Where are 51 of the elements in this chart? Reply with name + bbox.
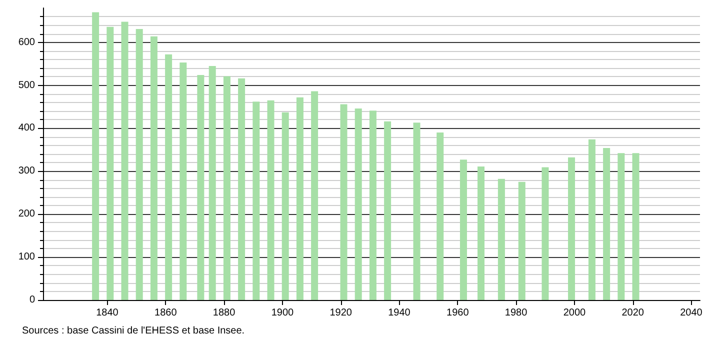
bar <box>150 36 158 300</box>
bar <box>165 54 172 300</box>
x-tick-label: 1980 <box>504 308 528 318</box>
bar <box>223 76 230 300</box>
bar <box>340 104 348 300</box>
y-tick-label: 300 <box>18 166 36 177</box>
bar <box>632 153 640 300</box>
bar <box>197 74 204 300</box>
source-note: Sources : base Cassini de l'EHESS et base Insee. <box>22 326 245 336</box>
bar <box>238 78 246 300</box>
x-tick-label: 1940 <box>388 308 411 318</box>
bar <box>296 97 304 300</box>
x-tick-label: 1960 <box>446 308 470 318</box>
y-tick-label: 200 <box>18 208 36 220</box>
bar <box>588 139 596 300</box>
y-tick-label: 400 <box>18 122 36 134</box>
x-tick-label: 2040 <box>680 308 703 318</box>
bar <box>436 132 444 300</box>
bar <box>413 122 420 300</box>
x-tick-label: 2000 <box>563 308 586 318</box>
bar <box>121 22 128 300</box>
bar <box>354 108 362 300</box>
y-tick-label: 0 <box>29 294 36 306</box>
bar <box>568 157 576 300</box>
bar <box>542 167 549 300</box>
bar <box>460 160 467 300</box>
x-tick-label: 1880 <box>212 308 236 318</box>
x-tick-label: 1840 <box>96 308 119 318</box>
bar <box>384 121 392 300</box>
bar <box>478 166 484 300</box>
y-tick-label: 500 <box>18 80 36 91</box>
bar <box>136 29 143 300</box>
x-tick-label: 1920 <box>330 308 352 318</box>
bar <box>267 100 274 300</box>
bar <box>498 178 505 300</box>
bar <box>106 26 114 300</box>
x-tick-label: 1900 <box>271 308 294 318</box>
y-tick-label: 100 <box>18 252 36 263</box>
x-tick-label: 1860 <box>154 308 178 318</box>
bar <box>311 91 318 300</box>
bar <box>518 182 526 300</box>
bar <box>618 153 625 300</box>
bar <box>282 112 289 300</box>
bar <box>603 148 610 300</box>
x-tick-label: 2020 <box>622 308 644 318</box>
bar <box>252 102 260 300</box>
bar <box>369 110 376 300</box>
bar <box>92 12 100 300</box>
bar <box>208 66 216 300</box>
bar <box>180 62 187 300</box>
y-tick-label: 600 <box>18 36 36 48</box>
